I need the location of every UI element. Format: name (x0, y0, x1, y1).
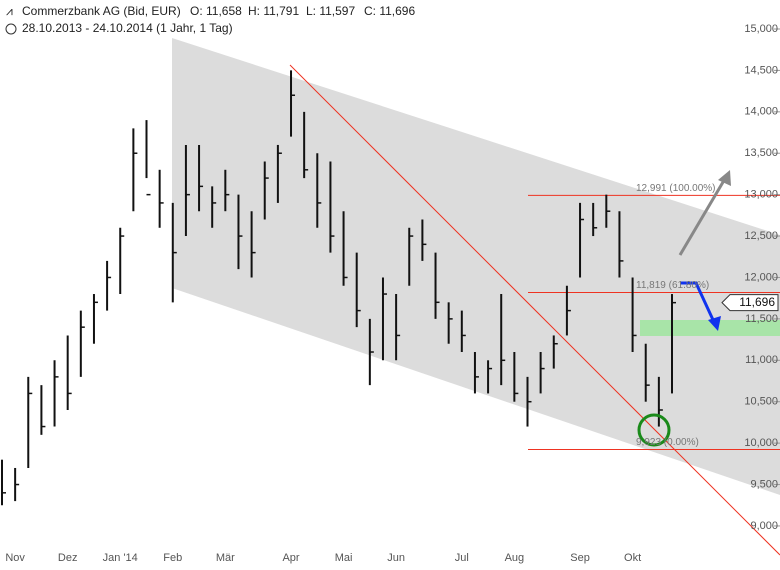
up-arrow (678, 176, 728, 256)
header: ⩘ Commerzbank AG (Bid, EUR) O: 11,658 H:… (5, 4, 415, 35)
x-tick-label: Jul (455, 552, 469, 564)
fib-label: 9,923 (0.00%) (636, 437, 699, 448)
y-tick-label: 9,000 (750, 520, 778, 532)
y-tick-label: 13,500 (744, 147, 778, 159)
y-tick-label: 14,500 (744, 64, 778, 76)
x-tick-label: Jan '14 (103, 552, 138, 564)
quote-close: C: 11,696 (364, 4, 415, 18)
x-tick-label: Dez (58, 552, 78, 564)
y-tick-label: 10,000 (744, 437, 778, 449)
up-arrow-head (718, 170, 731, 186)
y-tick-label: 11,000 (745, 354, 778, 366)
quote-low: L: 11,597 (306, 4, 355, 18)
y-tick-label: 13,000 (744, 189, 778, 201)
down-arrow-head (708, 316, 721, 331)
clock-icon (5, 23, 17, 35)
x-tick-label: Apr (282, 552, 299, 564)
target-zone (640, 320, 780, 336)
low-marker (637, 413, 671, 447)
y-tick-label: 11,500 (745, 313, 778, 325)
quote-open: O: 11,658 (190, 4, 242, 18)
fib-label: 11,819 (61.80%) (636, 280, 709, 291)
quote-high: H: 11,791 (248, 4, 299, 18)
x-tick-label: Mär (216, 552, 235, 564)
last-price-label: 11,696 (739, 295, 775, 309)
x-tick-label: Jun (387, 552, 405, 564)
logo: ⩘ (6, 4, 13, 18)
title: Commerzbank AG (Bid, EUR) (22, 4, 181, 18)
x-tick-label: Nov (5, 552, 25, 564)
x-tick-label: Sep (570, 552, 590, 564)
x-tick-label: Feb (163, 552, 182, 564)
y-tick-label: 15,000 (744, 23, 778, 35)
down-arrow (680, 281, 716, 323)
y-tick-label: 12,000 (744, 271, 778, 283)
x-tick-label: Aug (505, 552, 525, 564)
x-tick-label: Okt (624, 552, 641, 564)
y-tick-label: 14,000 (744, 106, 778, 118)
y-tick-label: 12,500 (744, 230, 778, 242)
x-tick-label: Mai (335, 552, 353, 564)
subtitle: 28.10.2013 - 24.10.2014 (1 Jahr, 1 Tag) (22, 21, 233, 35)
last-price-box (721, 294, 779, 312)
y-tick-label: 10,500 (744, 396, 778, 408)
trend-line (289, 64, 780, 556)
y-tick-label: 9,500 (750, 478, 778, 490)
trend-channel (172, 38, 780, 495)
fib-label: 12,991 (100.00%) (636, 183, 716, 194)
